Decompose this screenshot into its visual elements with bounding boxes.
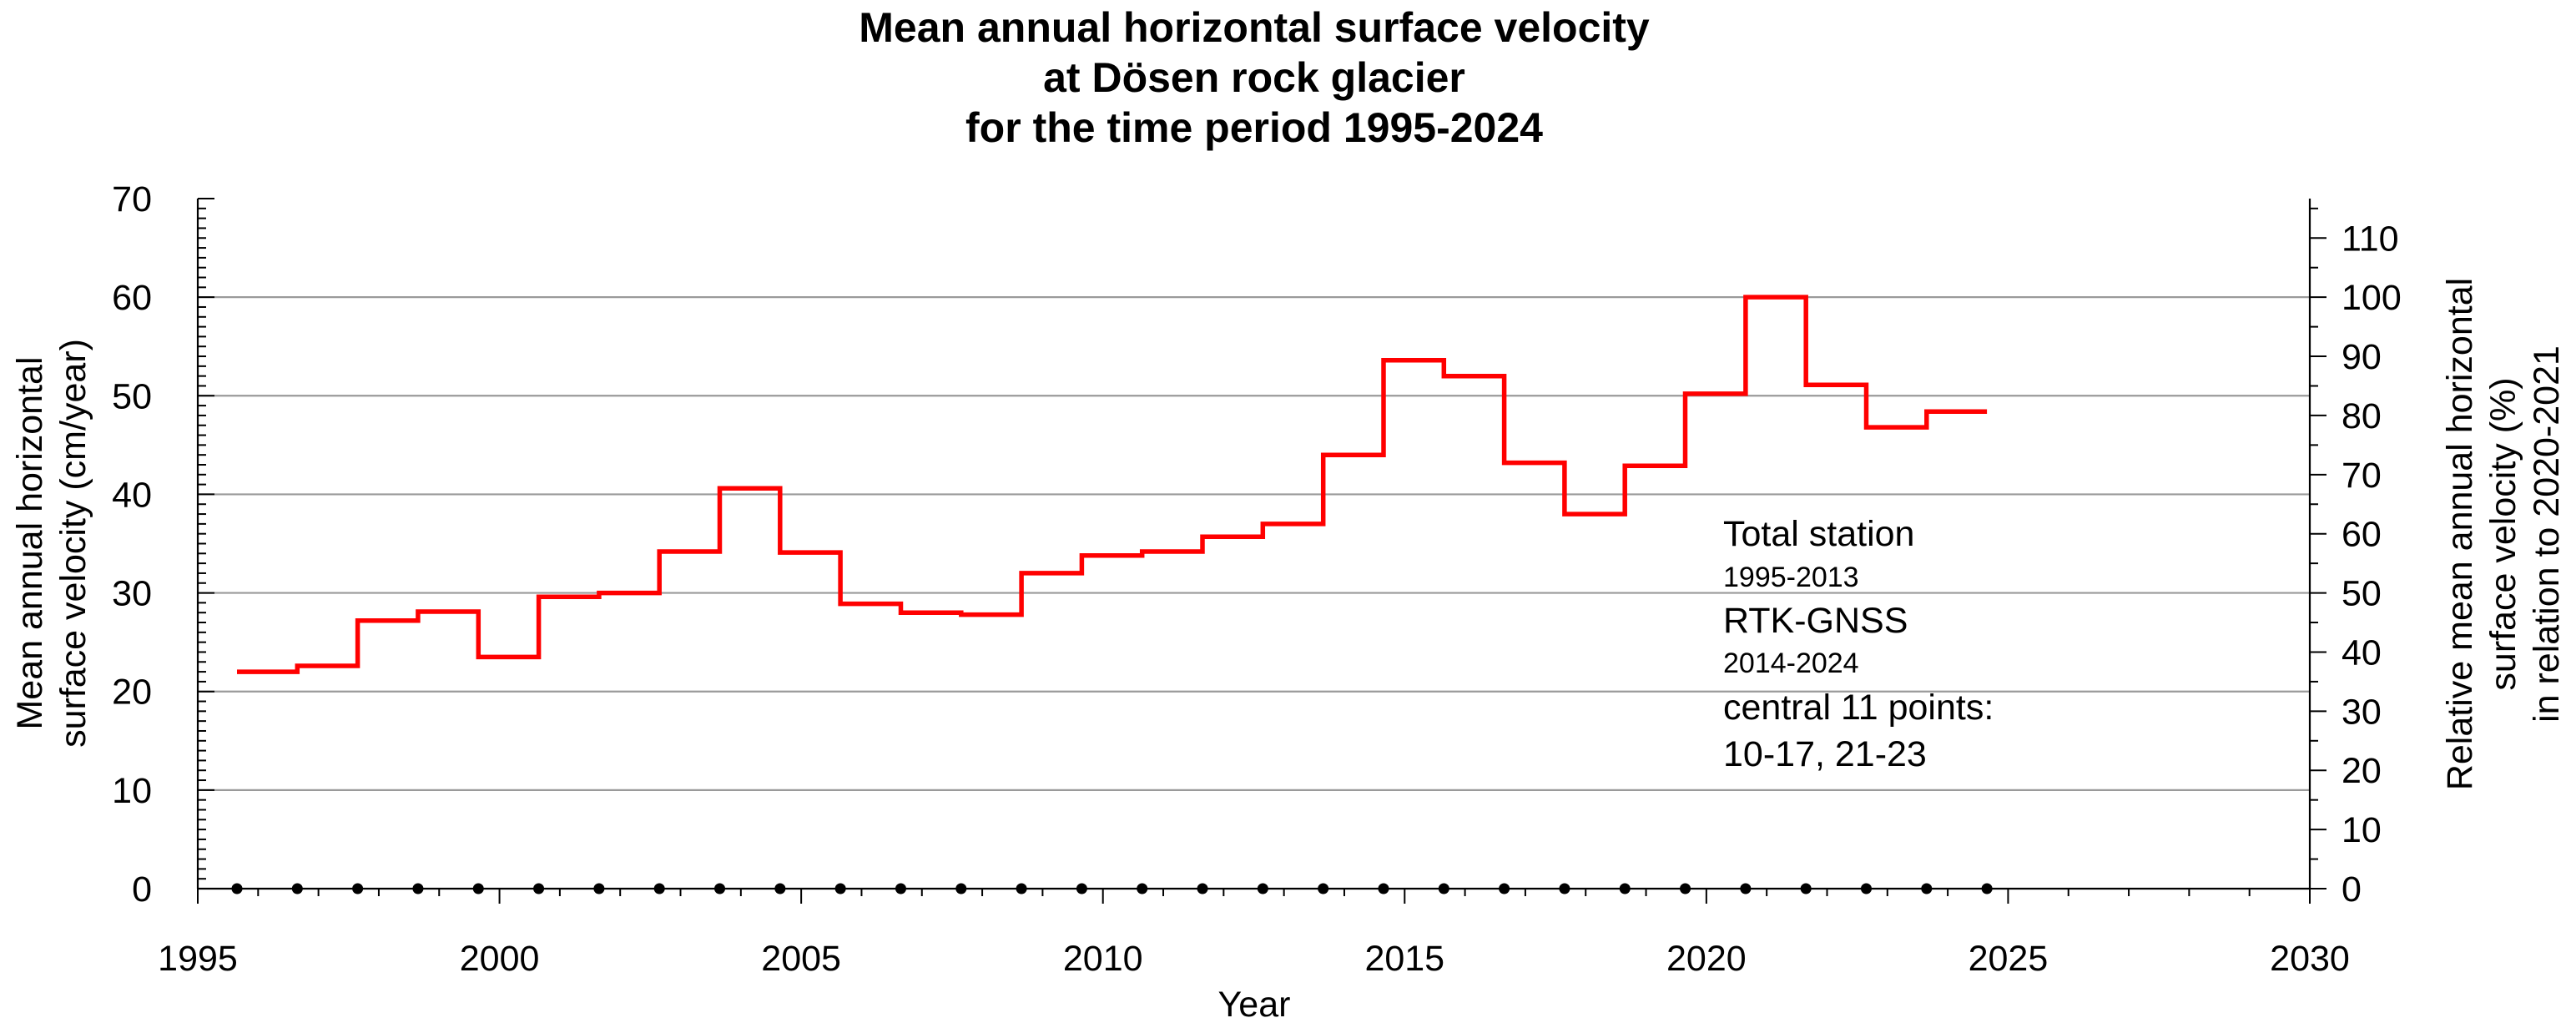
y2-axis-title-line: in relation to 2020-2021 xyxy=(2527,345,2567,723)
y-tick-label: 0 xyxy=(132,869,152,910)
y-axis-title-line: Mean annual horizontal xyxy=(10,356,50,729)
measurement-marker xyxy=(834,883,846,894)
y2-tick-label: 110 xyxy=(2342,219,2399,259)
y-tick-label: 10 xyxy=(112,771,152,811)
y2-tick-label: 80 xyxy=(2342,396,2382,436)
y2-axis-title-line: surface velocity (%) xyxy=(2483,377,2523,690)
y2-tick-label: 90 xyxy=(2342,337,2382,377)
x-tick-label: 2010 xyxy=(1063,939,1143,979)
measurement-marker xyxy=(231,883,243,894)
annotation-text: 10-17, 21-23 xyxy=(1723,734,1927,774)
y-tick-label: 70 xyxy=(112,179,152,219)
measurement-marker xyxy=(1318,883,1329,894)
measurement-marker xyxy=(1016,883,1027,894)
measurement-marker xyxy=(352,883,364,894)
chart-title-line: Mean annual horizontal surface velocity xyxy=(859,4,1650,51)
y2-tick-label: 70 xyxy=(2342,456,2382,496)
measurement-marker xyxy=(895,883,906,894)
measurement-marker xyxy=(1860,883,1872,894)
x-tick-label: 1995 xyxy=(158,939,238,979)
annotation-text: 2014-2024 xyxy=(1723,648,1859,679)
y2-tick-label: 40 xyxy=(2342,632,2382,673)
measurement-markers xyxy=(231,883,1993,894)
annotation-text: 1995-2013 xyxy=(1723,562,1859,593)
x-tick-label: 2005 xyxy=(761,939,841,979)
measurement-marker xyxy=(1438,883,1449,894)
measurement-marker xyxy=(653,883,665,894)
measurement-marker xyxy=(593,883,605,894)
measurement-marker xyxy=(291,883,303,894)
x-tick-label: 2025 xyxy=(1969,939,2049,979)
measurement-marker xyxy=(1559,883,1570,894)
axes xyxy=(196,198,2326,904)
annotation-text: Total station xyxy=(1723,514,1914,554)
measurement-marker xyxy=(412,883,424,894)
measurement-marker xyxy=(1619,883,1631,894)
measurement-marker xyxy=(1197,883,1208,894)
y2-tick-label: 60 xyxy=(2342,515,2382,555)
y2-axis-title-line: Relative mean annual horizontal xyxy=(2440,278,2480,790)
y-tick-label: 30 xyxy=(112,574,152,614)
measurement-marker xyxy=(1740,883,1752,894)
measurement-marker xyxy=(955,883,967,894)
velocity-step-line xyxy=(237,295,1988,674)
x-axis-title: Year xyxy=(1218,985,1291,1025)
y2-tick-label: 30 xyxy=(2342,692,2382,732)
measurement-marker xyxy=(1076,883,1087,894)
y2-tick-label: 0 xyxy=(2342,869,2362,910)
annotation-text: central 11 points: xyxy=(1723,688,1994,728)
series-velocity xyxy=(237,295,1988,674)
y2-tick-label: 10 xyxy=(2342,810,2382,850)
chart-title: Mean annual horizontal surface velocitya… xyxy=(859,4,1650,151)
tick-labels: 0102030405060700102030405060708090100110… xyxy=(112,179,2402,979)
measurement-marker xyxy=(1921,883,1933,894)
y-tick-label: 50 xyxy=(112,376,152,416)
measurement-marker xyxy=(472,883,484,894)
measurement-marker xyxy=(1499,883,1510,894)
measurement-marker xyxy=(1378,883,1389,894)
gridlines xyxy=(198,296,2310,791)
measurement-marker xyxy=(1137,883,1148,894)
measurement-marker xyxy=(1981,883,1993,894)
y2-tick-label: 50 xyxy=(2342,574,2382,614)
measurement-marker xyxy=(1257,883,1268,894)
y-axis-title-line: surface velocity (cm/year) xyxy=(53,339,93,748)
x-tick-label: 2015 xyxy=(1364,939,1444,979)
x-tick-label: 2020 xyxy=(1666,939,1747,979)
measurement-marker xyxy=(533,883,545,894)
measurement-marker xyxy=(1800,883,1812,894)
annotation-block: Total station 1995-2013 RTK-GNSS 2014-2024 c… xyxy=(1723,514,1994,774)
annotation-text: RTK-GNSS xyxy=(1723,601,1908,641)
measurement-marker xyxy=(1680,883,1691,894)
x-tick-label: 2000 xyxy=(460,939,540,979)
y-tick-label: 40 xyxy=(112,475,152,515)
measurement-marker xyxy=(774,883,786,894)
measurement-marker xyxy=(714,883,726,894)
chart-title-line: for the time period 1995-2024 xyxy=(965,104,1543,151)
y-tick-label: 60 xyxy=(112,278,152,318)
y2-tick-label: 20 xyxy=(2342,751,2382,791)
y-tick-label: 20 xyxy=(112,673,152,713)
x-tick-label: 2030 xyxy=(2270,939,2350,979)
chart-title-line: at Dösen rock glacier xyxy=(1043,54,1465,101)
y2-tick-label: 100 xyxy=(2342,278,2402,318)
